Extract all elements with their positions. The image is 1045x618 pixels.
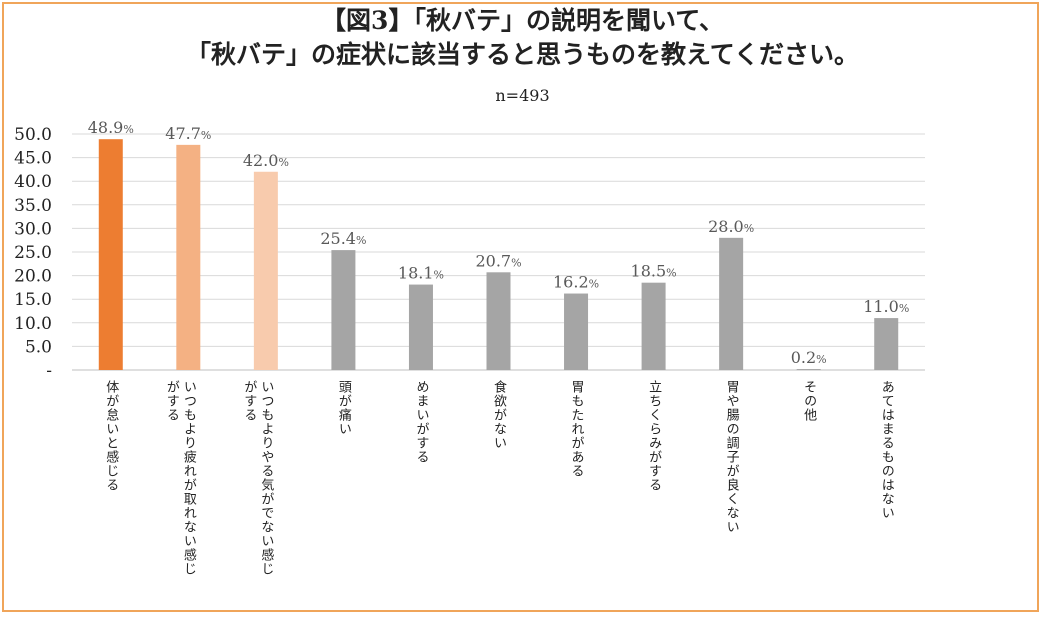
- data-label-value: 18.1: [398, 264, 434, 283]
- data-label-value: 25.4: [320, 229, 356, 248]
- y-tick-label: 15.0: [14, 290, 52, 310]
- x-tick-label: 頭が痛い: [335, 380, 351, 436]
- data-label-value: 48.9: [88, 118, 124, 137]
- data-label-value: 28.0: [708, 217, 744, 236]
- x-tick-label: 胃や腸の調子が良くない: [723, 380, 739, 534]
- x-tick-label: あてはまるものはない: [878, 380, 894, 520]
- data-label: 16.2%: [553, 273, 599, 292]
- data-label: 0.2%: [791, 348, 827, 367]
- chart-subtitle: n=493: [495, 86, 550, 105]
- data-label: 25.4%: [320, 229, 366, 248]
- data-label: 18.1%: [398, 264, 444, 283]
- data-label: 42.0%: [243, 151, 289, 170]
- data-label-percent: %: [589, 278, 599, 291]
- data-label: 18.5%: [631, 262, 677, 281]
- y-tick-label: 45.0: [14, 149, 52, 169]
- data-label-percent: %: [899, 302, 909, 315]
- data-label-percent: %: [511, 256, 521, 269]
- data-label-percent: %: [201, 129, 211, 142]
- data-label-value: 16.2: [553, 273, 589, 292]
- data-label: 48.9%: [88, 118, 134, 137]
- data-label: 20.7%: [475, 251, 521, 270]
- data-label-percent: %: [816, 353, 826, 366]
- x-tick-label: いつもより疲れが取れない感じ がする: [163, 380, 196, 576]
- y-tick-label: 5.0: [25, 337, 52, 357]
- data-label-value: 0.2: [791, 348, 816, 367]
- data-label-percent: %: [434, 269, 444, 282]
- chart-frame: [2, 2, 1039, 612]
- data-label-percent: %: [356, 234, 366, 247]
- data-label-percent: %: [278, 156, 288, 169]
- bar: [253, 171, 278, 370]
- y-tick-label: 40.0: [14, 172, 52, 192]
- data-label-value: 20.7: [475, 251, 511, 270]
- data-label-value: 11.0: [863, 297, 899, 316]
- x-tick-label: 胃もたれがある: [568, 380, 584, 478]
- x-tick-label: めまいがする: [413, 380, 429, 464]
- bar: [486, 272, 511, 370]
- x-tick-label: 食欲がない: [491, 380, 506, 450]
- chart-title: 【図3】「秋バテ」の説明を聞いて、 「秋バテ」の症状に該当すると思うものを教えて…: [0, 4, 1045, 72]
- y-tick-label: 10.0: [14, 314, 52, 334]
- data-label-value: 42.0: [243, 151, 279, 170]
- bar: [719, 237, 744, 370]
- bar: [98, 139, 123, 370]
- title-line-2: 「秋バテ」の症状に該当すると思うものを教えてください。: [185, 40, 859, 69]
- y-tick-label: 50.0: [14, 125, 52, 145]
- x-tick-label: 体が怠いと感じる: [103, 380, 119, 492]
- data-label-percent: %: [666, 267, 676, 280]
- data-label-percent: %: [123, 123, 133, 136]
- data-label: 47.7%: [165, 124, 211, 143]
- y-tick-label: 20.0: [14, 267, 52, 287]
- bar: [176, 144, 201, 370]
- data-label-value: 18.5: [631, 262, 667, 281]
- y-tick-label: -: [46, 361, 52, 381]
- x-tick-label: その他: [801, 380, 817, 422]
- data-label-percent: %: [744, 222, 754, 235]
- bar: [641, 282, 666, 370]
- title-line-1: 【図3】「秋バテ」の説明を聞いて、: [321, 6, 724, 35]
- bar: [796, 369, 821, 371]
- x-tick-label: 立ちくらみがする: [646, 380, 662, 492]
- y-tick-label: 25.0: [14, 243, 52, 263]
- bar: [408, 284, 433, 370]
- bar: [874, 318, 899, 370]
- y-tick-label: 30.0: [14, 219, 52, 239]
- x-tick-label: いつもよりやる気がでない感じ がする: [241, 380, 274, 576]
- bar: [331, 250, 356, 370]
- bar: [564, 293, 589, 370]
- y-tick-label: 35.0: [14, 196, 52, 216]
- data-label: 11.0%: [863, 297, 909, 316]
- data-label: 28.0%: [708, 217, 754, 236]
- data-label-value: 47.7: [165, 124, 201, 143]
